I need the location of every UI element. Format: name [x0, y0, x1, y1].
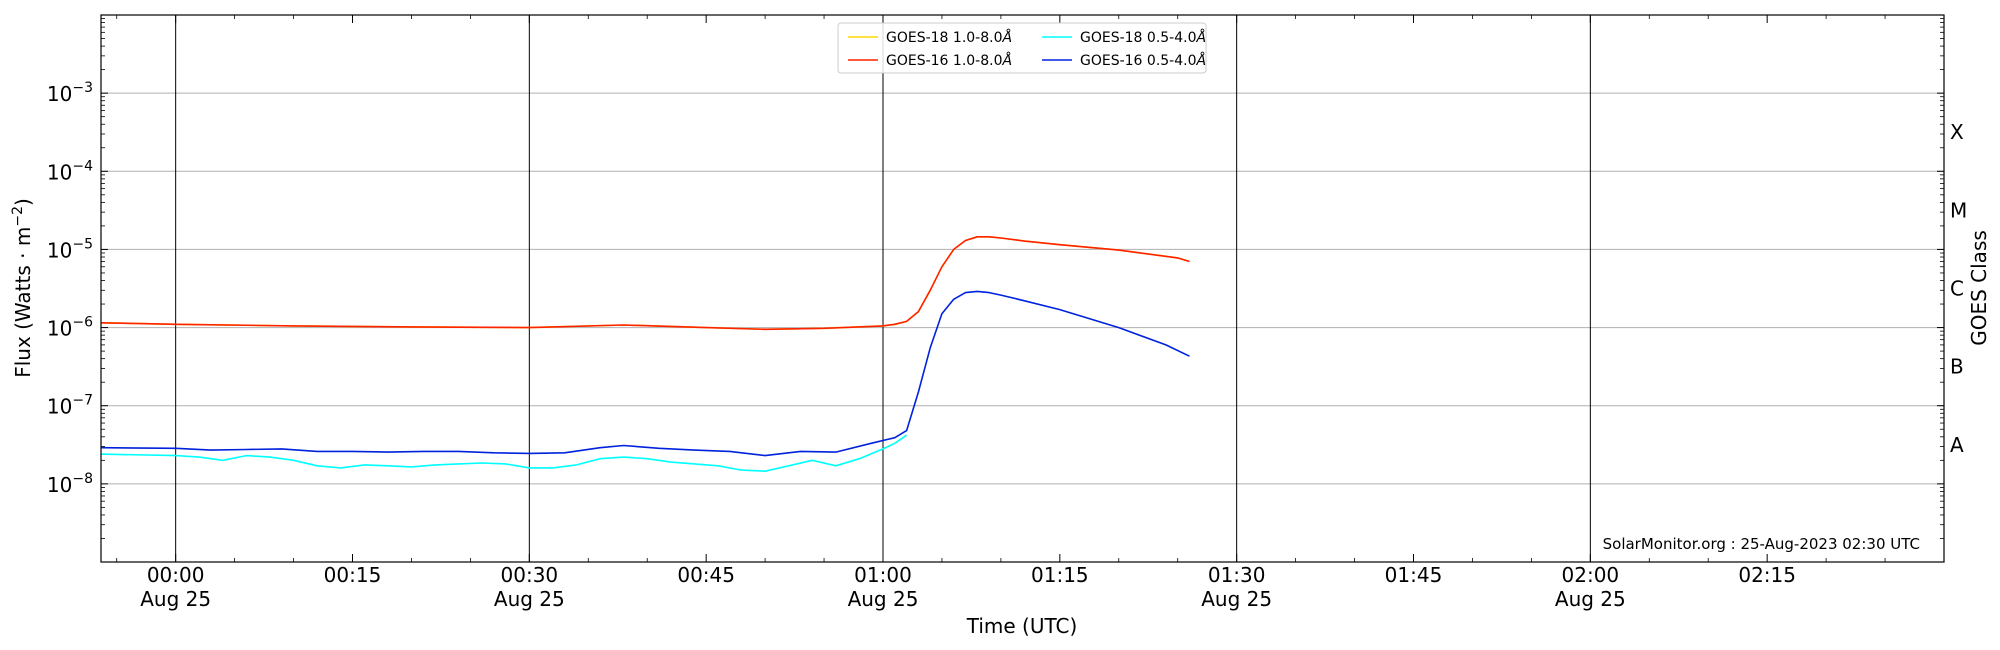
- x-tick-label: 01:30: [1208, 563, 1266, 587]
- goes-class-label: A: [1950, 433, 1964, 457]
- series-line-2: [100, 236, 1190, 331]
- legend-label: GOES-18 1.0-8.0Å: [886, 29, 1012, 46]
- y-tick-label: 10−6: [47, 315, 93, 341]
- legend: GOES-18 1.0-8.0Å GOES-16 1.0-8.0Å GOES-18 …: [837, 22, 1207, 74]
- credit-text: SolarMonitor.org : 25-Aug-2023 02:30 UTC: [1603, 535, 1920, 553]
- legend-label: GOES-16 0.5-4.0Å: [1080, 52, 1206, 69]
- plot-frame: [100, 14, 1945, 563]
- x-tick-sublabel: Aug 25: [1555, 587, 1626, 611]
- series-line-4: [100, 290, 1190, 457]
- x-tick-label: 00:30: [501, 563, 559, 587]
- y-tick-label: 10−7: [47, 393, 93, 419]
- y-axis-title: Flux (Watts · m−2): [10, 198, 35, 378]
- x-tick-label: 02:00: [1562, 563, 1620, 587]
- legend-label: GOES-16 1.0-8.0Å: [886, 52, 1012, 69]
- goes-class-axis-title: GOES Class: [1967, 230, 1991, 346]
- y-tick-label: 10−4: [47, 158, 93, 184]
- x-axis-title: Time (UTC): [966, 614, 1078, 638]
- y-tick-label: 10−5: [47, 236, 93, 262]
- x-tick-label: 00:45: [677, 563, 735, 587]
- x-tick-label: 02:15: [1738, 563, 1796, 587]
- y-tick-label: 10−8: [47, 471, 93, 497]
- x-tick-sublabel: Aug 25: [140, 587, 211, 611]
- goes-class-label: C: [1950, 277, 1964, 301]
- legend-label: GOES-18 0.5-4.0Å: [1080, 29, 1206, 46]
- goes-class-label: M: [1950, 198, 1967, 222]
- legend-frame: [837, 22, 1207, 74]
- x-tick-label: 00:15: [324, 563, 382, 587]
- goes-class-label: B: [1950, 355, 1964, 379]
- x-tick-label: 01:00: [854, 563, 912, 587]
- x-tick-label: 01:15: [1031, 563, 1089, 587]
- x-tick-sublabel: Aug 25: [1201, 587, 1272, 611]
- y-tick-label: 10−3: [47, 80, 93, 106]
- series-line-3: [100, 434, 908, 473]
- series-layer: [100, 236, 1190, 473]
- x-tick-label: 00:00: [147, 563, 205, 587]
- x-tick-sublabel: Aug 25: [848, 587, 919, 611]
- goes-class-label: X: [1950, 120, 1964, 144]
- x-tick-label: 01:45: [1385, 563, 1443, 587]
- x-tick-sublabel: Aug 25: [494, 587, 565, 611]
